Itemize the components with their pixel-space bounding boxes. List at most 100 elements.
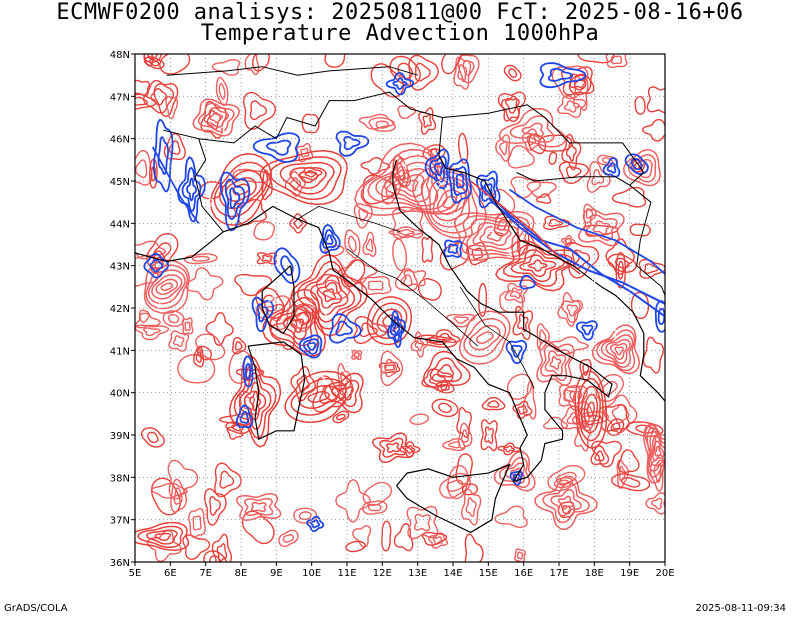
- contour-line: [386, 309, 407, 349]
- contour-line: [307, 390, 330, 403]
- contour-line: [577, 377, 604, 442]
- contour-line: [143, 56, 165, 70]
- contour-line: [573, 79, 587, 91]
- contour-line: [186, 177, 198, 202]
- contour-line: [368, 117, 396, 132]
- contour-value-label: 2: [319, 374, 326, 387]
- contour-line: [142, 327, 161, 337]
- contour-line: [460, 488, 482, 526]
- contour-line: [229, 187, 241, 210]
- contour-line: [452, 166, 469, 196]
- contour-line: [575, 320, 598, 341]
- contour-layer: [135, 54, 665, 562]
- contour-line: [309, 274, 349, 316]
- contour-line: [194, 333, 226, 361]
- contour-line: [418, 277, 442, 301]
- contour-line: [478, 282, 487, 318]
- contour-line: [550, 489, 582, 517]
- contour-line: [242, 91, 277, 130]
- contour-line: [621, 477, 641, 488]
- contour-line: [219, 171, 251, 232]
- contour-line: [458, 422, 473, 449]
- contour-line: [192, 98, 241, 137]
- contour-line: [367, 280, 384, 291]
- contour-line: [591, 168, 605, 186]
- contour-value-label: 3: [506, 247, 513, 260]
- contour-line: [335, 478, 372, 523]
- contour-line: [586, 161, 611, 193]
- contour-line: [571, 249, 591, 269]
- contour-line: [568, 74, 592, 96]
- coastline: [261, 265, 295, 335]
- contour-line: [447, 464, 469, 500]
- contour-line: [494, 505, 528, 528]
- contour-line: [536, 340, 575, 387]
- contour-line: [235, 492, 282, 521]
- contour-line: [256, 303, 269, 323]
- contour-line: [172, 335, 185, 348]
- contour-line: [362, 231, 377, 258]
- contour-line: [245, 362, 252, 381]
- contour-line: [553, 476, 574, 489]
- contour-line: [205, 311, 234, 347]
- contour-line: [649, 454, 665, 492]
- contour-line: [173, 487, 183, 505]
- lon-tick-label: 14E: [443, 568, 462, 579]
- contour-line: [590, 445, 610, 466]
- coastline: [396, 463, 511, 534]
- contour-line: [251, 54, 270, 72]
- contour-line: [155, 278, 179, 296]
- contour-line: [505, 339, 528, 365]
- contour-line: [242, 355, 254, 388]
- lat-tick-label: 46N: [110, 135, 130, 146]
- contour-line: [262, 288, 327, 357]
- contour-line: [602, 157, 613, 165]
- contour-line: [263, 294, 278, 312]
- contour-line: [609, 342, 628, 360]
- contour-line: [475, 331, 494, 344]
- contour-line: [306, 515, 325, 533]
- contour-band: [151, 146, 200, 224]
- contour-line: [577, 54, 615, 64]
- contour-line: [352, 525, 372, 548]
- contour-line: [598, 403, 630, 432]
- contour-line: [578, 208, 625, 247]
- contour-line: [323, 372, 364, 414]
- contour-line: [145, 264, 189, 310]
- contour-line: [516, 551, 524, 560]
- contour-line: [443, 239, 463, 259]
- contour-line: [396, 229, 415, 236]
- contour-line: [433, 161, 444, 177]
- contour-line: [586, 401, 596, 418]
- contour-line: [460, 214, 531, 258]
- contour-line: [135, 159, 148, 179]
- contour-line: [256, 252, 278, 265]
- contour-line: [481, 396, 506, 411]
- contour-line: [460, 429, 469, 443]
- contour-line: [137, 525, 184, 548]
- coastline: [163, 129, 224, 233]
- contour-line: [642, 336, 665, 374]
- contour-line: [510, 249, 566, 283]
- contour-line: [654, 445, 662, 457]
- contour-line: [521, 128, 541, 151]
- contour-value-label: 1: [156, 298, 163, 311]
- contour-line: [181, 166, 202, 213]
- contour-line: [362, 500, 388, 515]
- contour-line: [149, 158, 158, 189]
- contour-line: [351, 349, 363, 361]
- contour-line: [616, 459, 629, 489]
- coastline: [198, 91, 443, 156]
- lon-tick-label: 13E: [408, 568, 427, 579]
- contour-line: [290, 378, 348, 416]
- contour-line: [585, 208, 594, 219]
- graticule: [135, 54, 665, 562]
- contour-line: [431, 398, 459, 418]
- contour-line: [209, 111, 224, 124]
- contour-line: [214, 462, 242, 498]
- contour-line: [135, 312, 161, 329]
- contour-line: [414, 334, 458, 348]
- contour-line: [211, 58, 241, 76]
- contour-line: [316, 281, 343, 309]
- contour-line: [385, 71, 415, 96]
